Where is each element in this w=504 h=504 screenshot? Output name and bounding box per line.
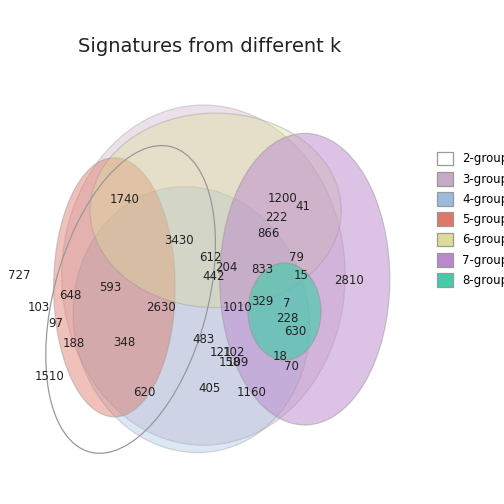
Ellipse shape <box>90 113 341 307</box>
Text: 109: 109 <box>226 356 248 369</box>
Text: 222: 222 <box>265 211 288 224</box>
Text: 79: 79 <box>289 251 304 264</box>
Text: 70: 70 <box>284 360 298 373</box>
Text: 620: 620 <box>133 386 156 399</box>
Text: 1160: 1160 <box>237 386 267 399</box>
Text: 18: 18 <box>273 350 288 363</box>
Ellipse shape <box>53 158 175 417</box>
Text: 2: 2 <box>236 346 244 358</box>
Text: 158: 158 <box>219 356 241 369</box>
Text: 10: 10 <box>223 346 238 358</box>
Text: 727: 727 <box>9 269 31 282</box>
Text: 188: 188 <box>63 338 85 350</box>
Title: Signatures from different k: Signatures from different k <box>78 37 341 56</box>
Text: 648: 648 <box>58 289 81 302</box>
Text: 204: 204 <box>215 261 237 274</box>
Text: 1740: 1740 <box>110 194 140 206</box>
Text: 630: 630 <box>284 325 306 338</box>
Text: 405: 405 <box>198 382 220 395</box>
Text: 103: 103 <box>28 301 50 314</box>
Text: 329: 329 <box>251 295 274 308</box>
Ellipse shape <box>61 105 345 445</box>
Ellipse shape <box>73 186 309 453</box>
Text: 41: 41 <box>296 200 310 213</box>
Ellipse shape <box>220 134 390 425</box>
Text: 833: 833 <box>251 263 274 276</box>
Text: 1200: 1200 <box>267 192 297 205</box>
Text: 442: 442 <box>203 270 225 283</box>
Text: 1010: 1010 <box>223 301 253 314</box>
Text: 593: 593 <box>99 281 121 294</box>
Text: 866: 866 <box>257 226 280 239</box>
Text: 2810: 2810 <box>335 274 364 287</box>
Text: 483: 483 <box>193 334 215 346</box>
Text: 7: 7 <box>283 297 291 310</box>
Text: 3430: 3430 <box>164 234 194 247</box>
Text: 97: 97 <box>48 317 63 330</box>
Text: 348: 348 <box>113 336 135 349</box>
Text: 612: 612 <box>199 251 221 264</box>
Text: 15: 15 <box>294 269 309 282</box>
Text: 121: 121 <box>209 346 232 358</box>
Text: 2630: 2630 <box>146 301 175 314</box>
Ellipse shape <box>248 263 321 360</box>
Legend: 2-group, 3-group, 4-group, 5-group, 6-group, 7-group, 8-group: 2-group, 3-group, 4-group, 5-group, 6-gr… <box>432 147 504 292</box>
Text: 1510: 1510 <box>35 370 65 383</box>
Text: 228: 228 <box>276 311 298 325</box>
